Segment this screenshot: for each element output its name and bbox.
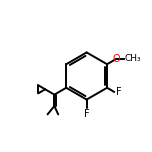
Text: CH₃: CH₃ — [125, 54, 141, 63]
Text: F: F — [116, 87, 122, 97]
Text: F: F — [84, 109, 90, 119]
Text: O: O — [113, 54, 120, 64]
